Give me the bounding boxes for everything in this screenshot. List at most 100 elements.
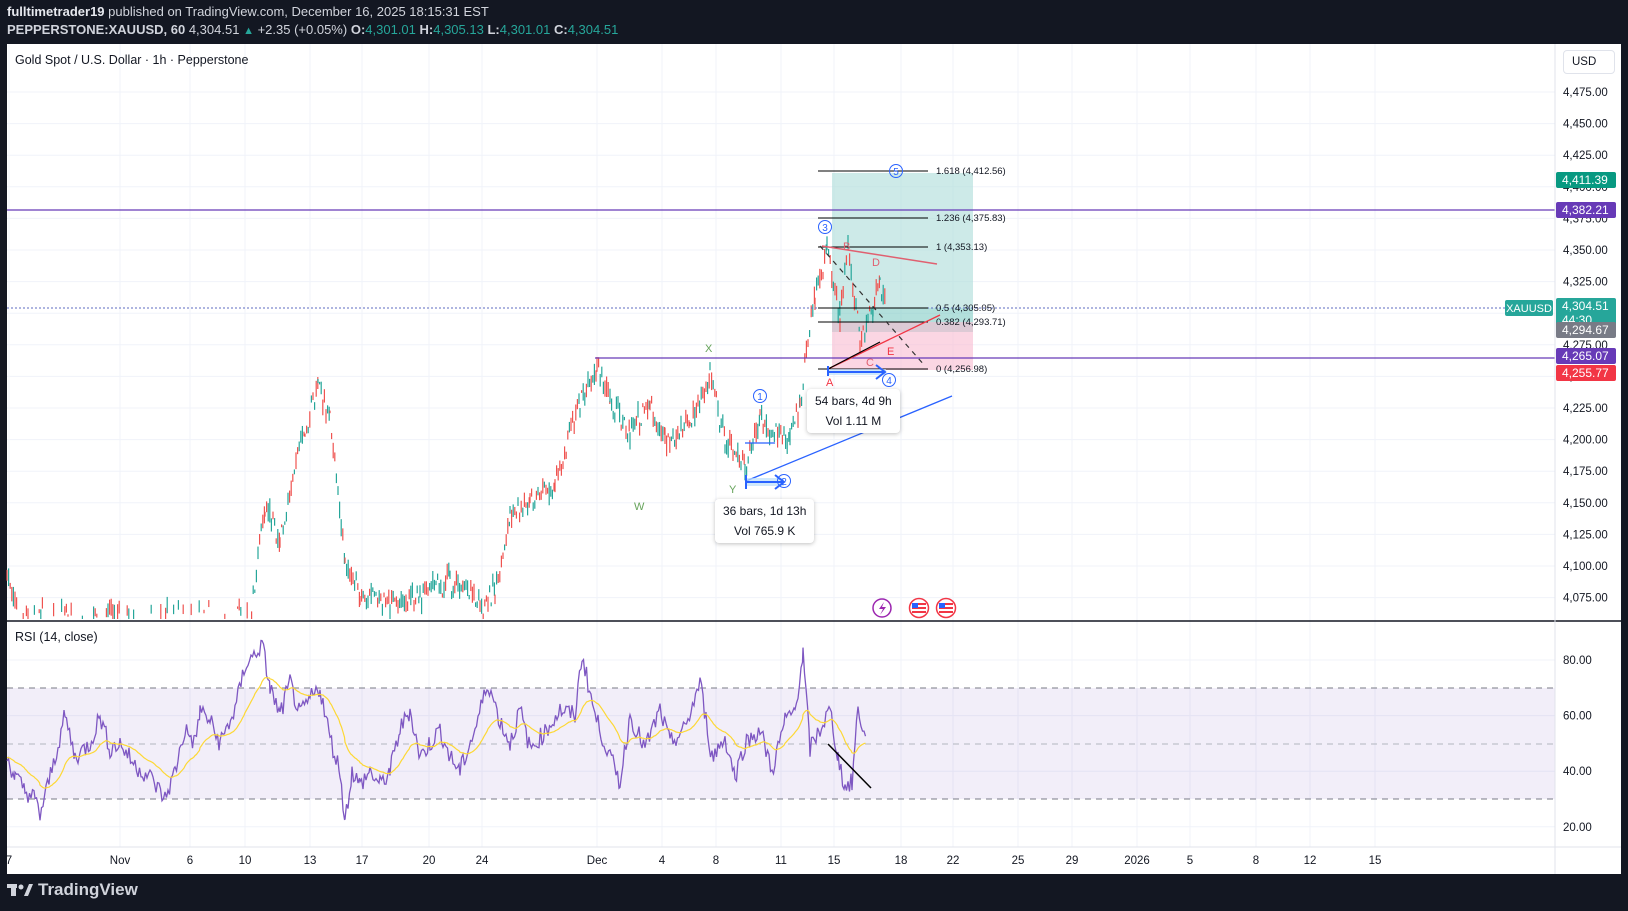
tooltip-bars: 54 bars, 4d 9h xyxy=(815,394,892,408)
svg-text:4,304.51: 4,304.51 xyxy=(1562,299,1609,313)
projection-line[interactable] xyxy=(819,245,926,367)
wave-label-w: W xyxy=(634,501,645,513)
svg-text:80.00: 80.00 xyxy=(1563,655,1592,667)
svg-text:11: 11 xyxy=(775,855,787,867)
svg-text:4: 4 xyxy=(659,855,666,867)
wave-label-d: D xyxy=(872,257,880,269)
svg-text:4,100.00: 4,100.00 xyxy=(1563,561,1608,573)
measure-tooltip-1: 54 bars, 4d 9h Vol 1.11 M xyxy=(807,389,900,433)
tradingview-logo-icon xyxy=(7,884,33,896)
target-zone-box[interactable] xyxy=(832,173,973,308)
publisher-name[interactable]: fulltimetrader19 xyxy=(7,4,105,19)
svg-text:0.5 (4,305.05): 0.5 (4,305.05) xyxy=(936,303,995,314)
tradingview-logo[interactable]: TradingView xyxy=(7,880,138,900)
price-scale-labels: 4,411.394,382.214,304.5144:304,294.674,2… xyxy=(1556,172,1616,381)
open-label: O: xyxy=(350,22,366,37)
svg-text:25: 25 xyxy=(1012,855,1025,867)
svg-text:2026: 2026 xyxy=(1124,855,1150,867)
low-label: L: xyxy=(487,22,500,37)
symbol-legend: PEPPERSTONE:XAUUSD, 60 4,304.51 ▲ +2.35 … xyxy=(7,22,618,37)
wave-label-c: C xyxy=(866,357,874,369)
svg-text:15: 15 xyxy=(828,855,841,867)
svg-text:4,075.00: 4,075.00 xyxy=(1563,593,1608,605)
publish-info: fulltimetrader19 published on TradingVie… xyxy=(7,4,489,19)
triangle-lower-line[interactable] xyxy=(827,314,941,370)
wave-label-y: Y xyxy=(729,484,737,496)
rsi-line xyxy=(6,639,867,821)
svg-text:22: 22 xyxy=(947,855,960,867)
svg-text:4,225.00: 4,225.00 xyxy=(1563,403,1608,415)
svg-text:1.618 (4,412.56): 1.618 (4,412.56) xyxy=(936,166,1006,177)
svg-text:7: 7 xyxy=(6,855,12,867)
svg-text:4,175.00: 4,175.00 xyxy=(1563,466,1608,478)
up-arrow-icon: ▲ xyxy=(243,25,254,37)
measure-tooltip-2: 36 bars, 1d 13h Vol 765.9 K xyxy=(715,499,815,543)
triangle-upper-line[interactable] xyxy=(821,245,938,265)
wave-label-a: A xyxy=(826,377,834,389)
svg-text:8: 8 xyxy=(713,855,719,867)
open-value: 4,301.01 xyxy=(365,22,416,37)
wave-label-x: X xyxy=(705,343,713,355)
svg-text:4,265.07: 4,265.07 xyxy=(1562,349,1609,363)
impulse-numbers: 1 2 3 4 5 xyxy=(757,167,899,488)
svg-text:4,350.00: 4,350.00 xyxy=(1563,245,1608,257)
time-axis[interactable]: 7 Nov 6 10 13 17 20 24 Dec 4 8 11 15 18 22 25 29 2026 5 8 12… xyxy=(6,855,1382,867)
impulse-labels[interactable] xyxy=(753,164,903,488)
wave-label-e: E xyxy=(887,346,894,358)
high-label: H: xyxy=(419,22,434,37)
svg-text:5: 5 xyxy=(893,167,899,178)
price-axis[interactable]: 4,075.00 4,100.00 4,125.00 4,150.00 4,175.00… xyxy=(1563,87,1608,605)
wave-labels[interactable]: W X Y A B C D E xyxy=(634,241,894,513)
rsi-axis[interactable]: 20.00 40.00 60.00 80.00 xyxy=(1563,655,1592,834)
fib-labels: 1.618 (4,412.56) 1.236 (4,375.83) 1 (4,3… xyxy=(936,166,1006,375)
price-change: +2.35 (+0.05%) xyxy=(257,22,348,37)
svg-text:4,325.00: 4,325.00 xyxy=(1563,277,1608,289)
svg-text:4,382.21: 4,382.21 xyxy=(1562,203,1609,217)
svg-text:2: 2 xyxy=(781,477,787,488)
chart-panel[interactable] xyxy=(7,44,1621,874)
date-range-measure-1[interactable] xyxy=(827,364,887,380)
svg-text:0.382 (4,293.71): 0.382 (4,293.71) xyxy=(936,317,1006,328)
close-value: 4,304.51 xyxy=(567,22,619,37)
low-value: 4,301.01 xyxy=(499,22,551,37)
svg-text:4,125.00: 4,125.00 xyxy=(1563,529,1608,541)
watermark-text: TradingView xyxy=(38,880,138,899)
rsi-ma-line xyxy=(6,676,866,789)
tooltip-volume: Vol 765.9 K xyxy=(734,524,796,538)
svg-text:1: 1 xyxy=(757,392,763,403)
svg-text:4,255.77: 4,255.77 xyxy=(1562,366,1609,380)
svg-text:1 (4,353.13): 1 (4,353.13) xyxy=(936,242,987,253)
svg-text:5: 5 xyxy=(1187,855,1193,867)
svg-text:40.00: 40.00 xyxy=(1563,766,1592,778)
svg-text:4,425.00: 4,425.00 xyxy=(1563,150,1608,162)
last-price: 4,304.51 xyxy=(188,22,240,37)
svg-text:1.236 (4,375.83): 1.236 (4,375.83) xyxy=(936,213,1006,224)
close-label: C: xyxy=(553,22,568,37)
wave-label-b: B xyxy=(843,241,850,253)
svg-text:4,294.67: 4,294.67 xyxy=(1562,323,1609,337)
svg-text:15: 15 xyxy=(1369,855,1382,867)
tooltip-volume: Vol 1.11 M xyxy=(825,414,882,428)
svg-text:29: 29 xyxy=(1066,855,1079,867)
svg-text:17: 17 xyxy=(356,855,369,867)
stop-zone-box[interactable] xyxy=(832,322,973,370)
rsi-title[interactable]: RSI (14, close) xyxy=(15,630,98,644)
symbol-tag xyxy=(1505,300,1553,316)
triangle-base-line[interactable] xyxy=(827,341,881,370)
divergence-line[interactable] xyxy=(827,743,872,789)
candlestick-series xyxy=(6,235,886,619)
currency-button[interactable]: USD xyxy=(1563,50,1615,74)
events-bar[interactable] xyxy=(872,597,957,619)
chart-title: Gold Spot / U.S. Dollar · 1h · Peppersto… xyxy=(15,53,249,67)
svg-text:12: 12 xyxy=(1304,855,1317,867)
svg-text:24: 24 xyxy=(476,855,489,867)
published-text: published on TradingView.com, December 1… xyxy=(108,4,489,19)
tooltip-bars: 36 bars, 1d 13h xyxy=(723,504,807,518)
svg-text:3: 3 xyxy=(822,223,828,234)
svg-text:20.00: 20.00 xyxy=(1563,822,1592,834)
svg-text:8: 8 xyxy=(1253,855,1259,867)
date-range-measure-2[interactable] xyxy=(745,474,786,490)
trend-line[interactable] xyxy=(745,395,953,482)
high-value: 4,305.13 xyxy=(433,22,484,37)
